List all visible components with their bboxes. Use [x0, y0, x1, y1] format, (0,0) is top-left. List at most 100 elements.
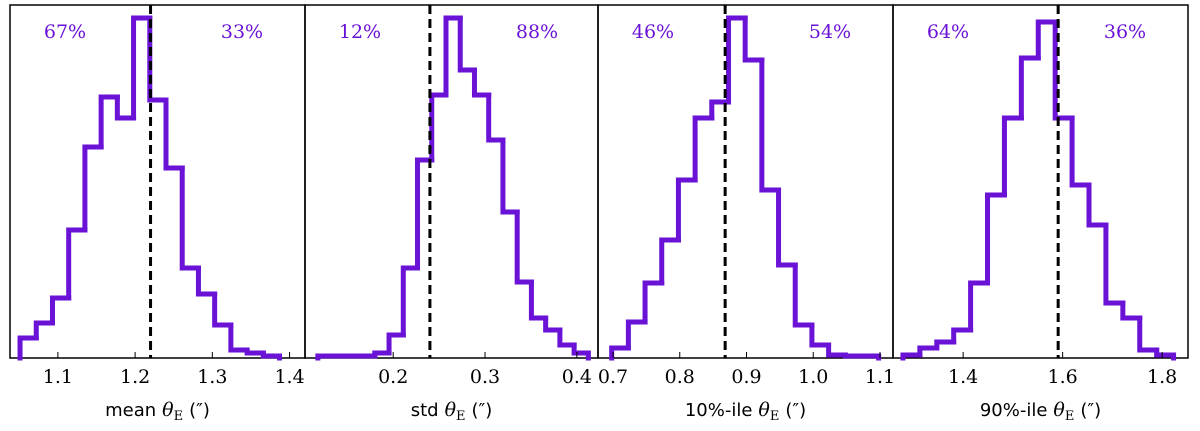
x-axis-label: 10%-ile θE (″)	[685, 399, 806, 424]
histogram-bin	[1001, 115, 1024, 198]
x-tick-label: 0.2	[378, 366, 408, 388]
histogram-bin	[1137, 315, 1160, 353]
x-label-text: 90%-ile	[980, 400, 1048, 421]
histogram-bin	[675, 177, 698, 243]
histogram-bin	[642, 280, 665, 325]
x-tick-label: 0.3	[470, 366, 500, 388]
x-tick-label: 0.9	[731, 366, 761, 388]
x-tick-label: 1.6	[1048, 366, 1078, 388]
x-axis-label: std θE (″)	[411, 399, 493, 424]
histogram-bin	[386, 332, 406, 356]
histogram-bin	[826, 342, 848, 358]
histogram-bin	[1154, 347, 1177, 361]
histogram-bin	[742, 15, 765, 63]
annotation: 33%	[221, 21, 263, 43]
x-tick-label: 0.4	[562, 366, 592, 388]
histogram-bin	[543, 315, 563, 333]
histogram-bin	[985, 192, 1007, 286]
x-label-sub: E	[456, 409, 466, 424]
histogram-bin	[842, 352, 865, 359]
histogram-bin	[244, 347, 266, 356]
x-label-sub: E	[1065, 409, 1075, 424]
x-label-text: std	[411, 400, 439, 421]
histogram-bin	[1069, 115, 1092, 188]
panel: 1.1 1.2 1.3 1.4 67% 33% mean θE (″)	[9, 4, 306, 424]
plot-frame	[304, 4, 599, 359]
histogram-bin	[372, 350, 392, 359]
x-tick-label: 1.0	[798, 366, 828, 388]
plot-frame	[892, 4, 1189, 359]
histogram-bin	[443, 15, 463, 98]
histogram-bin	[659, 237, 681, 286]
histogram-bin	[609, 345, 631, 361]
histogram-bin	[951, 327, 974, 345]
x-label-text: mean	[105, 400, 156, 421]
panel: 1.4 1.6 1.8 64% 36% 90%-ile θE (″)	[892, 4, 1189, 424]
panel: 0.2 0.3 0.4 12% 88% std θE (″)	[304, 4, 599, 424]
histogram-bin	[725, 15, 748, 105]
histogram-bin	[163, 97, 185, 171]
x-label-unit: (″)	[785, 400, 806, 421]
histogram-bin	[471, 67, 492, 98]
histogram-bin	[968, 280, 991, 333]
x-label-symbol: θ	[758, 399, 770, 421]
histogram-bin	[528, 279, 549, 321]
histogram-bin	[1086, 182, 1109, 228]
histogram-bin	[1018, 55, 1041, 121]
annotation: 36%	[1104, 21, 1146, 43]
histogram-bin	[500, 137, 520, 215]
x-tick-label: 1.2	[120, 366, 150, 388]
histogram-bin	[1035, 19, 1058, 61]
histogram-bin	[82, 144, 104, 233]
histogram-bin	[859, 353, 882, 361]
histogram-bin	[934, 339, 957, 351]
annotation: 12%	[339, 21, 381, 43]
histogram-bin	[625, 319, 648, 351]
histogram-bin	[98, 94, 120, 150]
x-tick-label: 1.3	[197, 366, 227, 388]
histogram-bin	[692, 115, 715, 183]
histogram-bin	[49, 295, 72, 326]
annotation: 67%	[44, 21, 86, 43]
histogram-bin	[33, 320, 55, 341]
histogram-bin	[429, 92, 449, 163]
x-tick-label: 1.1	[865, 366, 895, 388]
annotation: 54%	[809, 21, 851, 43]
histogram-bin	[514, 209, 534, 285]
histogram-bin	[17, 335, 39, 361]
histogram-bin	[1103, 222, 1126, 306]
x-label-unit: (″)	[189, 400, 210, 421]
annotation: 88%	[516, 21, 558, 43]
histogram-bin	[457, 15, 477, 73]
histogram-bin	[415, 157, 435, 271]
x-tick-label: 1.1	[43, 366, 73, 388]
histogram-bin	[228, 322, 250, 353]
x-tick-label: 1.4	[274, 366, 304, 388]
histogram-bin	[759, 57, 782, 193]
histogram-bin	[776, 187, 798, 268]
histogram-bin	[131, 15, 153, 121]
x-label-unit: (″)	[1080, 400, 1101, 421]
panel: 0.7 0.8 0.9 1.0 1.1 46% 54% 10%-ile θE (″)	[597, 4, 895, 424]
histogram-bin	[114, 94, 137, 121]
x-axis-label: 90%-ile θE (″)	[980, 399, 1101, 424]
annotation: 64%	[927, 21, 969, 43]
histogram-bin	[315, 353, 335, 361]
x-tick-label: 1.8	[1147, 366, 1177, 388]
histogram-bin	[212, 291, 234, 328]
x-label-sub: E	[174, 409, 184, 424]
histogram-bin	[260, 350, 283, 361]
x-label-symbol: θ	[1053, 399, 1065, 421]
x-tick-label: 1.4	[948, 366, 978, 388]
x-axis-label: mean θE (″)	[105, 399, 210, 424]
histogram-bin	[486, 92, 506, 143]
histogram-bin	[195, 265, 218, 297]
histogram-bin	[809, 322, 832, 348]
histogram-bin	[917, 345, 940, 358]
histogram-bin	[571, 342, 591, 361]
x-tick-label: 0.8	[665, 366, 695, 388]
histogram-bin	[709, 99, 731, 121]
histogram-bin	[557, 327, 577, 348]
histogram-bin	[400, 265, 421, 338]
